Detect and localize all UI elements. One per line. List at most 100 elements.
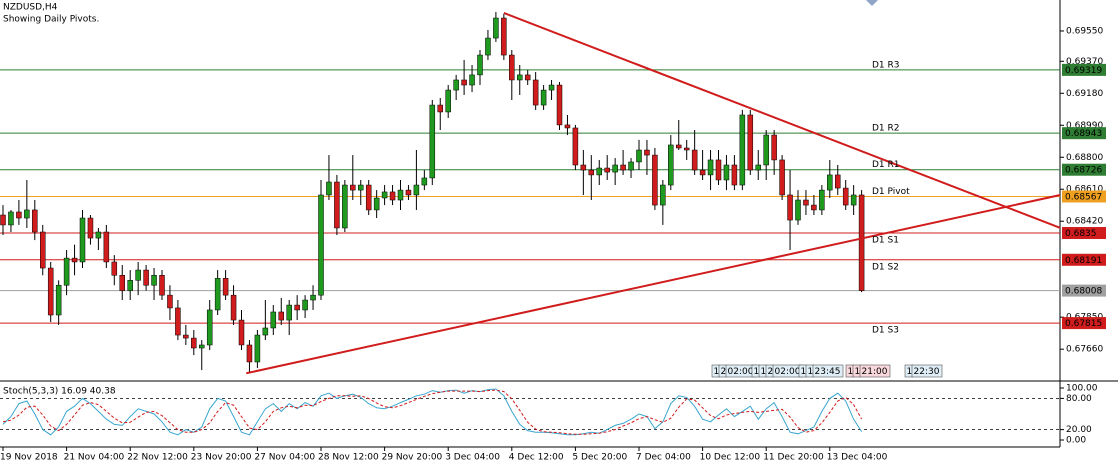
candle-body <box>119 275 125 291</box>
candle-body <box>835 174 841 189</box>
candle-body <box>358 184 364 191</box>
candle-body <box>103 231 110 263</box>
time-label: 02:00 <box>775 367 801 377</box>
candle-body <box>55 284 62 316</box>
candle-body <box>660 184 666 206</box>
candle-body <box>95 231 102 239</box>
x-tick-label: 21 Nov 04:00 <box>64 453 125 463</box>
candle-body <box>8 211 14 226</box>
candle-body <box>127 280 133 291</box>
level-price-label: 0.68191 <box>1065 256 1102 266</box>
main-plot <box>0 11 1060 375</box>
level-price-label: 0.67815 <box>1065 319 1102 329</box>
candle-body <box>87 217 94 239</box>
candle-body <box>294 304 300 311</box>
candle-body <box>318 194 324 296</box>
level-price-box <box>1062 253 1106 266</box>
candle-body <box>0 214 6 226</box>
candle-body <box>827 174 833 191</box>
candle-body <box>373 197 380 211</box>
candle-body <box>183 334 189 339</box>
candle-body <box>485 37 491 56</box>
candle-body <box>405 189 412 196</box>
x-tick-label: 7 Dec 04:00 <box>636 453 691 463</box>
candle-body <box>509 54 515 81</box>
candle-body <box>842 187 849 206</box>
level-price-label: 0.68726 <box>1065 166 1102 176</box>
candle-body <box>620 164 626 171</box>
candle-body <box>246 344 253 363</box>
candle-body <box>755 164 761 171</box>
y-tick-label: 0.68800 <box>1066 153 1103 163</box>
candle-body <box>350 184 356 191</box>
candle-body <box>707 159 714 176</box>
time-label: 1 <box>714 367 720 377</box>
level-price-box <box>1062 63 1106 76</box>
level-name: D1 Pivot <box>872 187 910 197</box>
candle-body <box>596 167 602 176</box>
candle-body <box>334 181 340 229</box>
candle-body <box>795 199 801 221</box>
level-price-label: 0.68008 <box>1065 287 1102 297</box>
candle-body <box>270 311 277 329</box>
level-price-box <box>1062 190 1106 203</box>
y-tick-label: 0.68610 <box>1066 185 1103 195</box>
candle-body <box>151 275 157 286</box>
x-tick-label: 13 Dec 04:00 <box>827 453 888 463</box>
candle-body <box>636 149 642 163</box>
candle-body <box>556 84 563 126</box>
time-label-box <box>911 364 943 378</box>
x-tick-label: 11 Dec 20:00 <box>763 453 824 463</box>
x-tick-label: 22 Nov 12:00 <box>127 453 188 463</box>
trendline <box>246 194 1060 375</box>
candle-body <box>723 164 730 181</box>
x-tick-label: 23 Nov 20:00 <box>191 453 252 463</box>
candle-body <box>811 204 817 211</box>
candle-body <box>302 299 308 311</box>
candle-body <box>111 261 118 276</box>
y-tick-label: 0.69180 <box>1066 89 1103 99</box>
time-label: 1 <box>801 367 807 377</box>
candle-body <box>731 164 738 186</box>
candle-body <box>254 334 261 363</box>
candle-body <box>310 294 316 301</box>
candle-body <box>612 164 618 173</box>
candle-body <box>858 194 865 291</box>
candle-body <box>381 191 388 199</box>
level-price-box <box>1062 227 1106 240</box>
candle-body <box>580 164 587 171</box>
candle-body <box>691 149 698 171</box>
candle-body <box>819 189 825 211</box>
candle-body <box>715 159 722 181</box>
x-tick-label: 3 Dec 04:00 <box>445 453 500 463</box>
shift-marker <box>866 0 878 6</box>
x-tick-label: 4 Dec 12:00 <box>509 453 564 463</box>
candle-body <box>389 191 396 201</box>
candle-body <box>588 169 595 176</box>
candle-body <box>699 169 706 176</box>
time-label: 1 <box>848 367 854 377</box>
time-label: 1 <box>754 367 760 377</box>
candle-body <box>453 79 459 91</box>
y-tick-label: 80.00 <box>1066 394 1092 404</box>
candle-body <box>199 344 205 349</box>
time-label-box <box>859 364 891 378</box>
y-tick-label: 0.69370 <box>1066 57 1103 67</box>
candle-body <box>469 74 475 86</box>
candle-body <box>429 104 436 179</box>
candle-body <box>668 144 674 186</box>
level-name: D1 R3 <box>872 60 900 70</box>
candle-body <box>286 304 292 321</box>
candle-body <box>421 177 428 186</box>
candle-body <box>365 184 372 211</box>
level-price-box <box>1062 317 1106 330</box>
level-name: D1 R2 <box>872 124 900 134</box>
y-tick-label: 0.00 <box>1066 436 1086 446</box>
candle-body <box>628 161 634 171</box>
x-tick-label: 29 Nov 20:00 <box>382 453 443 463</box>
candle-body <box>787 194 793 221</box>
candle-body <box>517 74 523 81</box>
candle-body <box>739 114 746 186</box>
candle-body <box>501 17 507 56</box>
